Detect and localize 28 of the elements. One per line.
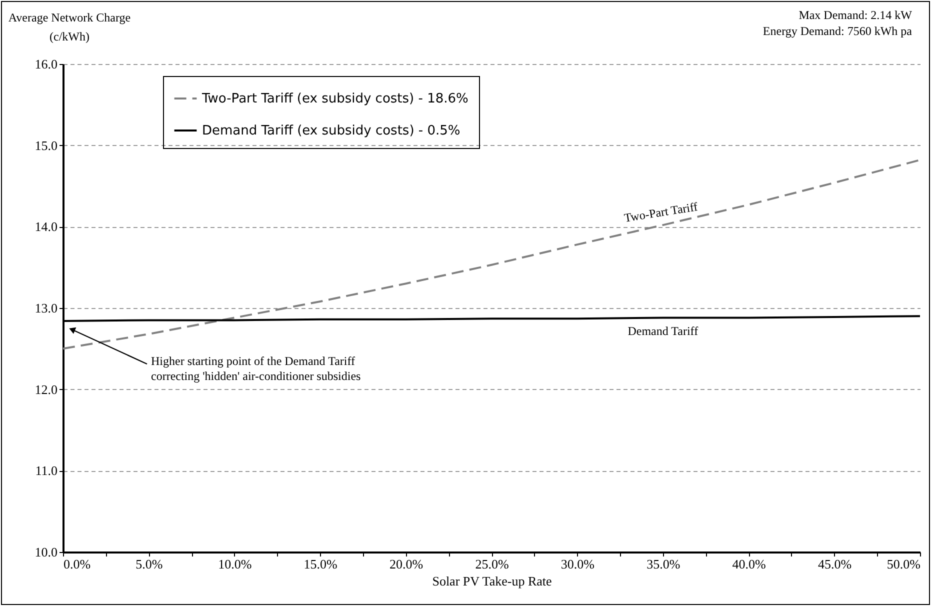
text: Energy Demand: 7560 kWh pa <box>762 24 913 38</box>
x-tick-label: 15.0% <box>304 556 338 572</box>
x-tick-label: 0.0% <box>64 556 91 572</box>
x-axis-title: Solar PV Take-up Rate <box>432 574 552 588</box>
y-tick-label: 15.0 <box>34 138 58 153</box>
x-tick-label: 20.0% <box>390 556 424 572</box>
legend-label: Two-Part Tariff (ex subsidy costs) - 18.6% <box>201 92 468 106</box>
x-tick-label: 50.0% <box>886 556 921 572</box>
y-tick-label: 13.0 <box>34 300 58 316</box>
y-axis-title: Average Network Charge (c/kWh) <box>8 10 131 44</box>
x-tick-label: 5.0% <box>136 556 163 572</box>
x-tick-label: 10.0% <box>218 556 252 572</box>
annotation: Demand Tariff <box>628 324 698 338</box>
annotation: Higher starting point of the Demand Tariff correcting 'hidden' air-conditioner subsidies <box>151 354 362 383</box>
legend-label: Demand Tariff (ex subsidy costs) - 0.5% <box>202 124 460 138</box>
text: Max Demand: 2.14 kW <box>798 8 913 22</box>
y-tick-label: 11.0 <box>35 463 58 478</box>
x-tick-label: 30.0% <box>560 556 595 572</box>
y-tick-label: 16.0 <box>34 56 58 72</box>
x-tick-label: 40.0% <box>732 556 766 572</box>
y-tick-label: 14.0 <box>34 219 58 234</box>
line-series <box>62 158 921 350</box>
x-tick-label: 45.0% <box>818 556 852 572</box>
y-tick-label: 12.0 <box>34 382 58 397</box>
y-tick-label: 10.0 <box>34 544 58 560</box>
x-tick-label: 35.0% <box>646 556 680 572</box>
x-tick-label: 25.0% <box>475 556 509 572</box>
annotation: Two-Part Tariff <box>623 199 699 225</box>
